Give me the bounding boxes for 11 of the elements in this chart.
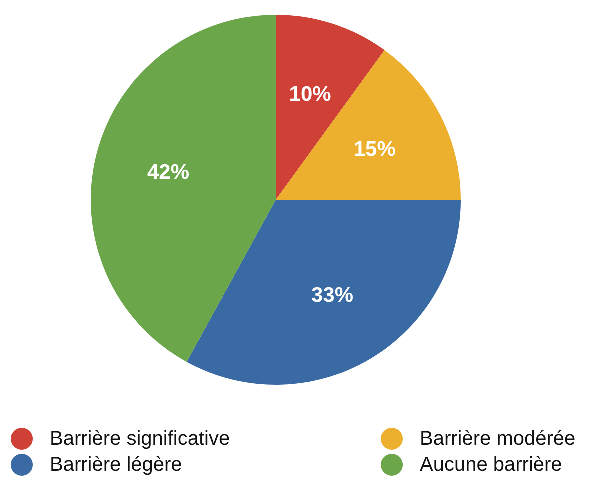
pie-slice [91, 15, 276, 362]
data-label: 33% [311, 284, 354, 308]
data-label: 10% [289, 82, 332, 106]
legend-label: Barrière significative [50, 428, 230, 450]
data-label: 15% [354, 138, 396, 162]
pie-slice [186, 200, 461, 385]
legend-label: Barrière légère [50, 454, 182, 476]
pie-slice [276, 50, 461, 200]
data-label: 42% [147, 160, 190, 184]
legend-label: Aucune barrière [420, 454, 562, 476]
legend-label: Barrière modérée [420, 428, 576, 450]
